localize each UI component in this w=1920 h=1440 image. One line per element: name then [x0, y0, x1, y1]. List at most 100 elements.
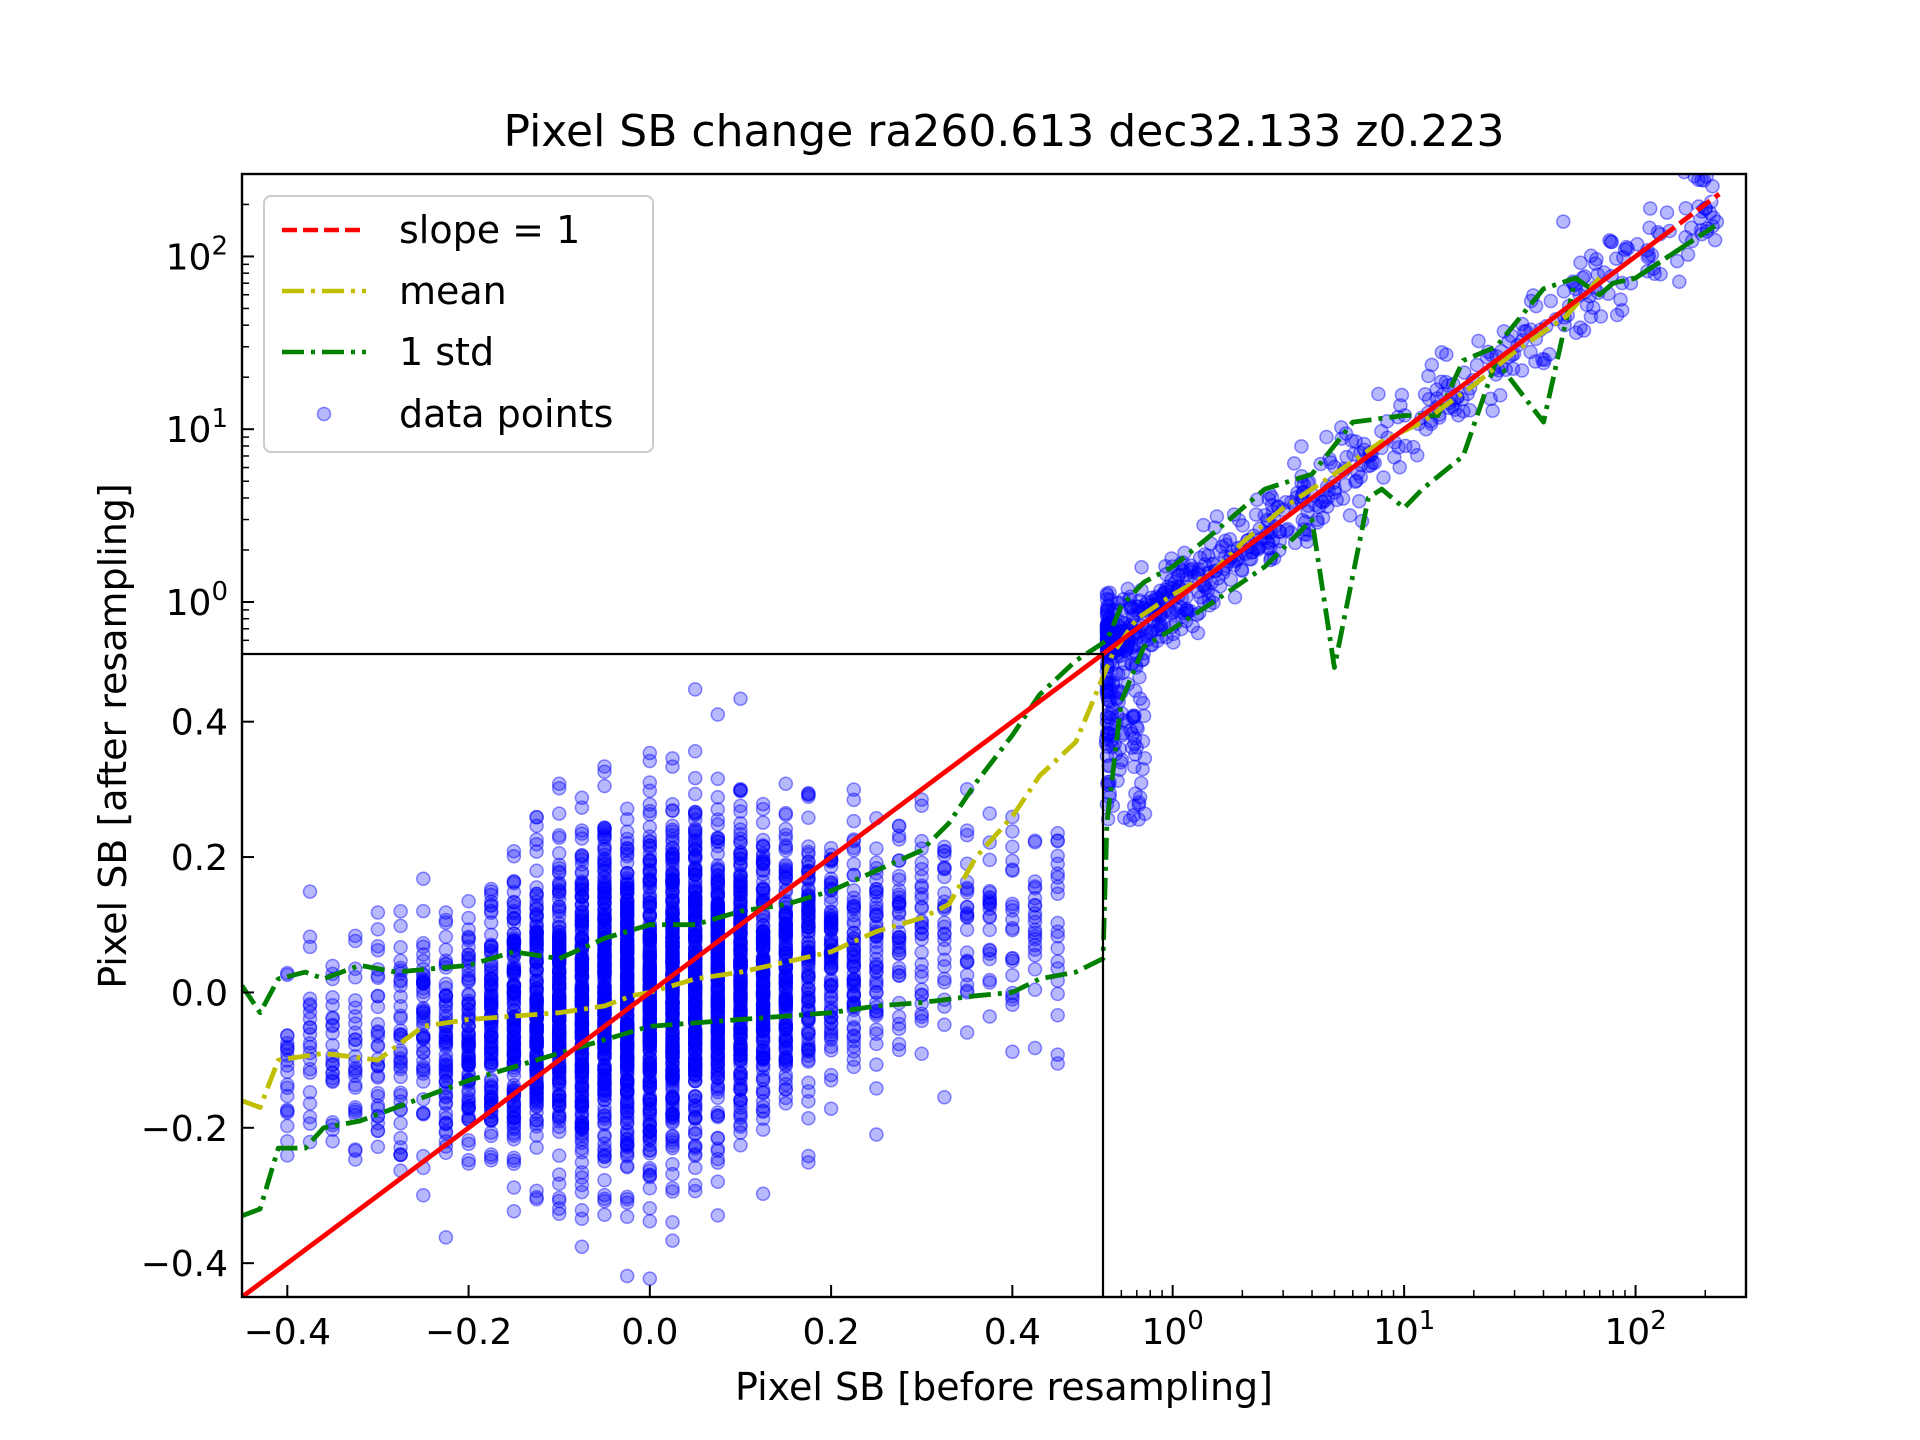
data-point: [823, 1101, 839, 1116]
data-point: [370, 1139, 386, 1155]
data-point: [461, 1090, 476, 1106]
data-point: [506, 961, 522, 976]
data-point: [529, 1018, 544, 1034]
data-point: [1050, 886, 1065, 901]
data-point: [982, 1009, 997, 1024]
data-point: [483, 1089, 499, 1105]
data-point: [506, 1034, 522, 1050]
data-point: [461, 1002, 476, 1017]
data-point: [642, 1057, 658, 1073]
data-point: [483, 939, 499, 955]
data-point: [348, 1032, 363, 1047]
data-point: [506, 1203, 522, 1219]
data-point: [302, 1039, 318, 1055]
data-point: [665, 847, 680, 862]
data-point: [733, 691, 748, 706]
data-point: [506, 931, 522, 946]
data-point: [483, 1028, 499, 1044]
data-point: [778, 1044, 794, 1059]
data-point: [416, 935, 431, 951]
x-tick-label: 0.2: [802, 1312, 859, 1353]
data-point: [461, 1027, 476, 1042]
data-point: [506, 1016, 522, 1032]
data-point: [416, 972, 431, 987]
data-point: [280, 1064, 295, 1080]
data-point: [687, 770, 703, 786]
data-point: [710, 1208, 726, 1223]
data-point: [325, 1011, 340, 1026]
data-point: [937, 952, 952, 967]
data-point: [710, 771, 726, 787]
data-point: [574, 866, 590, 881]
data-point: [506, 1024, 522, 1039]
data-point: [393, 1010, 408, 1026]
data-point: [529, 929, 544, 944]
data-point: [755, 950, 771, 965]
data-point: [1286, 456, 1302, 471]
data-point: [1371, 386, 1386, 402]
data-point: [325, 958, 340, 974]
data-point: [1190, 625, 1206, 641]
data-point: [642, 1002, 658, 1017]
data-point: [483, 1057, 499, 1073]
data-point: [1005, 1044, 1020, 1060]
data-point: [1321, 489, 1336, 505]
data-point: [483, 1080, 499, 1095]
data-point: [280, 1058, 295, 1073]
data-point: [506, 933, 522, 949]
data-point: [325, 1071, 340, 1086]
data-point: [483, 978, 499, 993]
data-point: [438, 988, 454, 1004]
data-point: [506, 1047, 522, 1063]
data-point: [529, 1119, 544, 1134]
data-point: [1135, 734, 1151, 749]
data-point: [325, 1026, 340, 1041]
data-point: [483, 1029, 499, 1045]
data-point: [710, 1084, 726, 1100]
data-point: [483, 1029, 499, 1045]
data-point: [416, 988, 431, 1004]
data-point: [891, 1042, 907, 1058]
data-point: [483, 971, 499, 987]
data-point: [506, 935, 522, 951]
data-point: [461, 1036, 476, 1051]
data-point: [574, 1239, 590, 1255]
data-point: [642, 1027, 658, 1042]
data-point: [914, 833, 929, 849]
data-point: [529, 1038, 544, 1054]
data-point: [438, 1073, 454, 1089]
data-point: [1586, 300, 1601, 316]
data-point: [438, 976, 454, 992]
data-point: [438, 1074, 454, 1089]
data-point: [597, 878, 612, 894]
data-point: [619, 812, 635, 827]
data-point: [665, 803, 680, 818]
data-point: [1050, 1008, 1065, 1023]
data-point: [302, 1084, 318, 1100]
data-point: [1642, 201, 1658, 216]
data-point: [506, 977, 522, 992]
data-point: [755, 1085, 771, 1101]
data-point: [438, 1090, 454, 1105]
data-point: [506, 983, 522, 999]
data-point: [823, 1032, 839, 1047]
data-point: [461, 1036, 476, 1052]
data-point: [348, 1152, 363, 1167]
data-point: [302, 998, 318, 1014]
data-point: [416, 976, 431, 991]
data-point: [937, 885, 952, 901]
data-point: [416, 1002, 431, 1018]
data-point: [529, 898, 544, 914]
data-point: [1619, 239, 1634, 255]
data-point: [483, 1153, 499, 1168]
data-point: [642, 797, 658, 812]
data-point: [733, 1081, 748, 1097]
data-point: [506, 990, 522, 1005]
data-point: [461, 929, 476, 945]
data-point: [846, 902, 862, 917]
data-point: [348, 1032, 363, 1047]
data-point: [1235, 518, 1250, 533]
data-point: [506, 987, 522, 1003]
data-point: [778, 926, 794, 942]
data-point: [325, 998, 340, 1013]
